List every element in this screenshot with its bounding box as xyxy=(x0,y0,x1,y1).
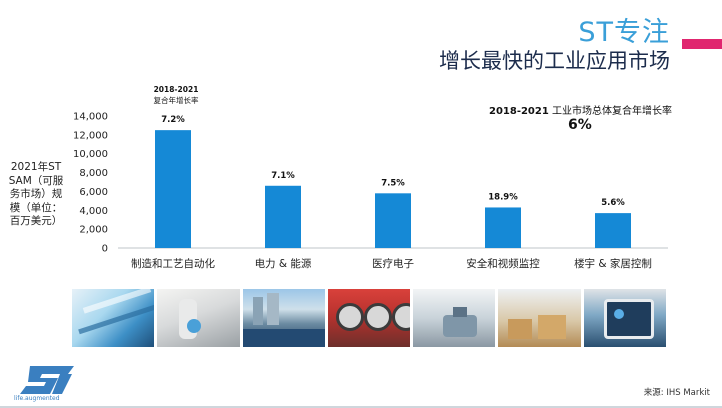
y-axis-label-line: 模（单位： xyxy=(9,201,63,214)
x-tick-label: 医疗电子 xyxy=(372,257,414,270)
y-axis-label-line: 2021年ST xyxy=(10,161,62,173)
bar xyxy=(595,213,631,248)
photo-strip xyxy=(72,289,666,347)
y-axis-label-line: SAM（可服 xyxy=(8,174,64,187)
bottom-rule xyxy=(0,406,722,408)
robot-arm-photo xyxy=(157,289,240,347)
hospital-photo xyxy=(413,289,496,347)
bar xyxy=(485,207,521,248)
cagr-column-header: 2018-2021 复合年增长率 xyxy=(136,84,216,106)
x-tick-label: 制造和工艺自动化 xyxy=(131,257,215,270)
bar xyxy=(265,185,301,248)
source-note: 来源: IHS Markit xyxy=(643,388,710,398)
y-axis-label-line: 务市场）规 xyxy=(9,188,63,200)
x-tick-label: 电力 & 能源 xyxy=(255,257,312,270)
st-logo xyxy=(20,366,74,394)
total-cagr-years: 2018-2021 xyxy=(488,106,549,117)
y-tick-label: 4,000 xyxy=(79,206,108,217)
automation-photo xyxy=(72,289,155,347)
data-label: 7.5% xyxy=(381,178,405,188)
data-label: 7.2% xyxy=(161,115,185,125)
cagr-label: 复合年增长率 xyxy=(153,96,199,105)
y-tick-label: 8,000 xyxy=(79,168,108,179)
bar-chart: 0 2,000 4,000 6,000 8,000 10,000 12,000 14,000 7… xyxy=(73,112,668,270)
y-tick-label: 10,000 xyxy=(73,149,108,160)
total-cagr-label: 2018-2021 工业市场总体复合年增长率 xyxy=(489,102,672,117)
y-tick-label: 2,000 xyxy=(79,225,108,236)
y-tick-label: 6,000 xyxy=(79,187,108,198)
x-tick-label: 安全和视频监控 xyxy=(466,257,540,270)
accent-bar xyxy=(682,39,722,49)
y-tick-label: 0 xyxy=(102,244,108,255)
warehouse-photo xyxy=(498,289,581,347)
x-tick-label: 楼宇 & 家居控制 xyxy=(574,257,652,270)
bar xyxy=(375,193,411,248)
y-axis-label-line: 百万美元） xyxy=(9,215,63,227)
bar xyxy=(155,130,191,248)
solar-city-photo xyxy=(242,289,325,347)
meters-photo xyxy=(327,289,411,347)
data-label: 18.9% xyxy=(488,192,518,202)
total-cagr-value: 6% xyxy=(568,117,592,133)
y-tick-label: 12,000 xyxy=(73,130,108,141)
y-axis-label: 2021年ST SAM（可服 务市场）规 模（单位： 百万美元） xyxy=(4,161,68,229)
cagr-years: 2018-2021 xyxy=(153,85,199,94)
data-label: 7.1% xyxy=(271,171,295,181)
y-tick-label: 14,000 xyxy=(73,112,108,123)
page-title: ST专注 xyxy=(578,17,670,48)
data-label: 5.6% xyxy=(601,198,625,208)
page-subtitle: 增长最快的工业应用市场 xyxy=(439,49,670,73)
total-cagr-text: 工业市场总体复合年增长率 xyxy=(552,106,672,117)
home-control-photo xyxy=(583,289,666,347)
logo-tagline: life.augmented xyxy=(14,395,60,402)
